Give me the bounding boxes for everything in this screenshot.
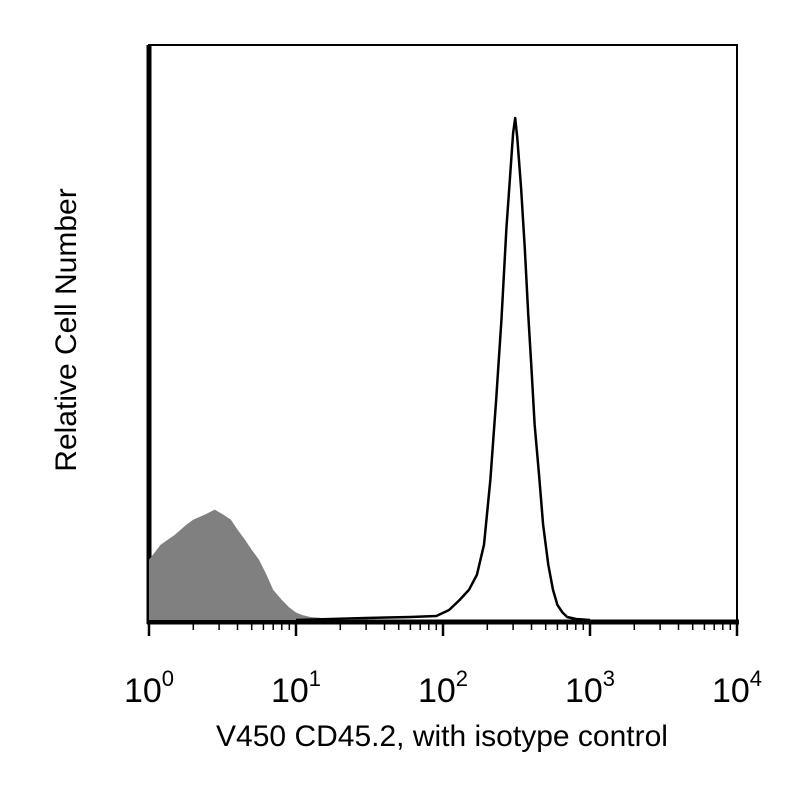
plot-frame xyxy=(148,44,738,623)
x-tick-label-base: 10 xyxy=(418,672,456,710)
x-tick-label: 102 xyxy=(418,666,468,710)
x-tick-label-exponent: 2 xyxy=(456,666,468,691)
x-tick-label-exponent: 4 xyxy=(750,666,762,691)
x-tick-label-base: 10 xyxy=(712,672,750,710)
x-tick-label: 101 xyxy=(271,666,321,710)
x-tick-label-base: 10 xyxy=(271,672,309,710)
series-layer xyxy=(149,116,591,622)
x-tick-label-exponent: 0 xyxy=(162,666,174,691)
histogram-series-1 xyxy=(149,509,367,620)
y-axis-label: Relative Cell Number xyxy=(50,188,83,471)
x-axis-label: V450 CD45.2, with isotype control xyxy=(216,720,668,753)
x-tick-label-base: 10 xyxy=(565,672,603,710)
x-ticks xyxy=(147,622,739,636)
x-tick-label: 103 xyxy=(565,666,615,710)
x-tick-label: 100 xyxy=(124,666,174,710)
histogram-series-2 xyxy=(295,116,591,622)
x-tick-labels: 100 101 102 103 104 xyxy=(124,666,762,710)
x-tick-label: 104 xyxy=(712,666,762,710)
x-tick-label-exponent: 3 xyxy=(603,666,615,691)
x-tick-label-exponent: 1 xyxy=(309,666,321,691)
x-tick-label-base: 10 xyxy=(124,672,162,710)
